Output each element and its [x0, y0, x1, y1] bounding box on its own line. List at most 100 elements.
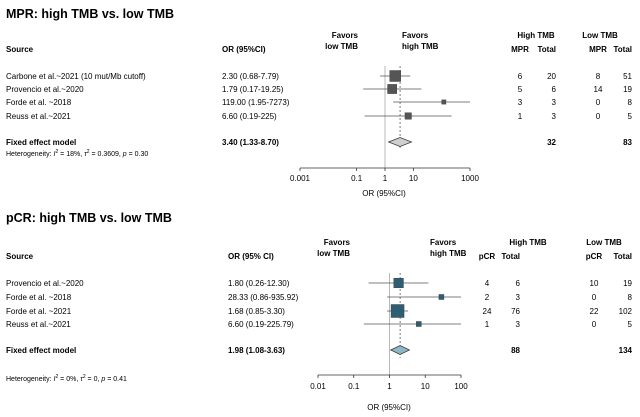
study-or-ci: 1.68 (0.85-3.30)	[228, 307, 285, 316]
study-source: Reuss et al.~2021	[6, 320, 71, 329]
study-low-total: 5	[628, 320, 633, 329]
low-event-header: MPR	[589, 45, 607, 54]
x-axis-label: OR (95%CI)	[367, 403, 411, 412]
study-low-total: 102	[619, 307, 633, 316]
favors-left-line1: Favors	[324, 238, 351, 247]
heterogeneity-p-val: = 0.41	[105, 376, 127, 383]
x-tick-label: 1	[383, 174, 388, 183]
chart-title: MPR: high TMB vs. low TMB	[6, 7, 174, 21]
summary-label: Fixed effect model	[6, 138, 76, 147]
study-high-total: 3	[552, 98, 557, 107]
heterogeneity-superscript: 2	[83, 374, 86, 380]
heterogeneity-superscript: 2	[55, 374, 58, 380]
study-high-events: 1	[485, 320, 490, 329]
study-high-events: 6	[518, 72, 523, 81]
study-low-events: 10	[590, 279, 599, 288]
high-total-header: Total	[537, 45, 556, 54]
group-high-header: High TMB	[517, 31, 555, 40]
favors-left-line2: low TMB	[317, 249, 350, 258]
summary-high-total: 88	[511, 346, 520, 355]
study-source: Provencio et al.~2020	[6, 279, 84, 288]
study-source: Forde et al. ~2018	[6, 98, 72, 107]
low-event-header: pCR	[586, 252, 603, 261]
x-tick-label: 0.1	[351, 174, 363, 183]
summary-or-ci: 1.98 (1.08-3.63)	[228, 346, 285, 355]
study-effect-box	[404, 112, 412, 120]
study-or-ci: 2.30 (0.68-7.79)	[222, 72, 279, 81]
x-tick-label: 10	[409, 174, 418, 183]
study-effect-box	[393, 277, 404, 289]
study-high-total: 6	[552, 85, 557, 94]
heterogeneity-p: p	[122, 151, 127, 158]
study-low-events: 22	[590, 307, 599, 316]
study-or-ci: 119.00 (1.95-7273)	[222, 98, 290, 107]
summary-high-total: 32	[547, 138, 556, 147]
low-total-header: Total	[613, 252, 632, 261]
study-high-events: 3	[518, 98, 523, 107]
heterogeneity-i2-val: = 18%,	[58, 151, 84, 158]
heterogeneity-tau: τ	[80, 376, 83, 383]
study-or-ci: 6.60 (0.19-225)	[222, 112, 277, 121]
heterogeneity-i2: I	[53, 151, 55, 158]
study-low-events: 8	[596, 72, 601, 81]
x-tick-label: 1000	[461, 174, 479, 183]
favors-left-line1: Favors	[332, 31, 359, 40]
x-tick-label: 0.01	[310, 382, 326, 391]
heterogeneity-tau-val: = 0,	[86, 376, 102, 383]
heterogeneity-prefix: Heterogeneity:	[6, 151, 53, 158]
group-low-header: Low TMB	[582, 31, 618, 40]
study-effect-box	[387, 84, 397, 94]
group-low-header: Low TMB	[586, 238, 622, 247]
heterogeneity-p-val: = 0.30	[127, 151, 149, 158]
high-event-header: MPR	[511, 45, 529, 54]
study-high-total: 76	[511, 307, 520, 316]
favors-right-line1: Favors	[430, 238, 457, 247]
favors-left-line2: low TMB	[325, 42, 358, 51]
study-effect-box	[441, 99, 447, 105]
study-or-ci: 28.33 (0.86-935.92)	[228, 293, 299, 302]
heterogeneity-superscript: 2	[55, 149, 58, 155]
study-source: Forde et al. ~2018	[6, 293, 72, 302]
study-low-total: 19	[623, 85, 632, 94]
summary-or-ci: 3.40 (1.33-8.70)	[222, 138, 279, 147]
summary-diamond	[389, 345, 411, 355]
low-total-header: Total	[613, 45, 632, 54]
heterogeneity-tau: τ	[84, 151, 87, 158]
study-source: Carbone et al.~2021 (10 mut/Mb cutoff)	[6, 72, 146, 81]
heterogeneity-p: p	[100, 376, 105, 383]
study-low-events: 0	[596, 98, 601, 107]
heterogeneity-prefix: Heterogeneity:	[6, 376, 53, 383]
study-high-total: 3	[552, 112, 557, 121]
source-header: Source	[6, 45, 34, 54]
x-tick-label: 100	[454, 382, 468, 391]
favors-right-line2: high TMB	[430, 249, 467, 258]
favors-right-line2: high TMB	[402, 42, 439, 51]
high-total-header: Total	[501, 252, 520, 261]
study-high-total: 3	[516, 320, 521, 329]
study-high-events: 24	[483, 307, 492, 316]
x-tick-label: 1	[387, 382, 392, 391]
chart-title: pCR: high TMB vs. low TMB	[6, 211, 172, 225]
study-source: Reuss et al.~2021	[6, 112, 71, 121]
study-high-events: 1	[518, 112, 523, 121]
study-or-ci: 1.79 (0.17-19.25)	[222, 85, 284, 94]
study-effect-box	[416, 321, 422, 327]
study-effect-box	[390, 304, 405, 318]
study-low-total: 8	[628, 98, 633, 107]
study-high-events: 5	[518, 85, 523, 94]
study-low-events: 0	[592, 293, 597, 302]
study-or-ci: 6.60 (0.19-225.79)	[228, 320, 294, 329]
study-source: Provencio et al.~2020	[6, 85, 84, 94]
study-low-events: 0	[592, 320, 597, 329]
study-low-total: 8	[628, 293, 633, 302]
heterogeneity-text: Heterogeneity: I2 = 18%, τ2 = 0.3609, p …	[6, 149, 148, 158]
x-axis-label: OR (95%CI)	[362, 189, 406, 198]
heterogeneity-text: Heterogeneity: I2 = 0%, τ2 = 0, p = 0.41	[6, 374, 127, 383]
study-effect-box	[389, 70, 401, 82]
study-low-total: 5	[628, 112, 633, 121]
heterogeneity-i2-val: = 0%,	[58, 376, 80, 383]
x-tick-label: 0.1	[348, 382, 360, 391]
group-high-header: High TMB	[509, 238, 547, 247]
study-high-total: 6	[516, 279, 521, 288]
